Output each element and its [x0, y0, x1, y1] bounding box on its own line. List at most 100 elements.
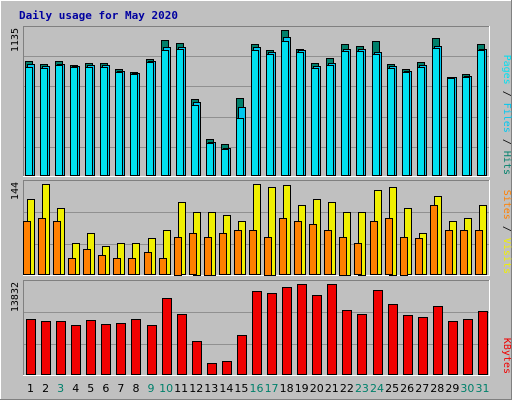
- hits-pages-bar: [236, 118, 244, 176]
- day-label: 4: [72, 382, 79, 395]
- visits-sites-bar: [219, 233, 227, 275]
- hits-pages-bar: [146, 62, 154, 176]
- kbytes-kbytes-bar: [222, 361, 232, 375]
- hits-pages-bar: [25, 67, 33, 176]
- kbytes-ymax-label: 13832: [10, 282, 21, 312]
- visits-sites-bar: [430, 205, 438, 275]
- day-label: 3: [57, 382, 64, 395]
- kbytes-kbytes-bar: [177, 314, 187, 375]
- hits-axis-label-part: /: [501, 133, 512, 151]
- hits-pages-bar: [402, 72, 410, 176]
- kbytes-axis-label: KBytes: [501, 338, 512, 374]
- visits-sites-bar: [159, 258, 167, 275]
- hits-axis-label: Pages / Files / Hits: [501, 55, 512, 175]
- hits-pages-bar: [70, 67, 78, 176]
- hits-pages-bar: [206, 143, 214, 176]
- visits-axis-label-part: Sites: [501, 190, 512, 220]
- visits-sites-bar: [354, 243, 362, 275]
- kbytes-kbytes-bar: [267, 293, 277, 375]
- kbytes-kbytes-bar: [131, 319, 141, 375]
- kbytes-kbytes-bar: [297, 284, 307, 375]
- visits-sites-bar: [68, 258, 76, 275]
- visits-sites-bar: [460, 230, 468, 275]
- visits-panel: 144 Sites / Visits: [10, 180, 512, 276]
- kbytes-kbytes-bar: [237, 335, 247, 375]
- day-label: 5: [87, 382, 94, 395]
- visits-sites-bar: [370, 221, 378, 275]
- day-label: 18: [280, 382, 294, 395]
- hits-pages-bar: [311, 68, 319, 176]
- kbytes-panel: 13832 KBytes: [10, 280, 512, 376]
- day-label: 20: [310, 382, 324, 395]
- kbytes-kbytes-bar: [312, 295, 322, 375]
- kbytes-axis-label-part: KBytes: [501, 338, 512, 374]
- hits-pages-bar: [341, 51, 349, 176]
- hits-pages-bar: [221, 149, 229, 176]
- kbytes-kbytes-bar: [147, 325, 157, 375]
- visits-sites-bar: [339, 237, 347, 276]
- kbytes-kbytes-bar: [448, 321, 458, 375]
- day-label: 22: [340, 382, 354, 395]
- hits-pages-bar: [55, 65, 63, 176]
- hits-pages-bar: [100, 67, 108, 176]
- hits-pages-bar: [372, 54, 380, 176]
- day-label: 10: [159, 382, 173, 395]
- hits-pages-bar: [266, 54, 274, 176]
- visits-sites-bar: [144, 252, 152, 275]
- kbytes-kbytes-bar: [357, 314, 367, 375]
- kbytes-kbytes-bar: [101, 324, 111, 375]
- day-label: 30: [460, 382, 474, 395]
- kbytes-kbytes-bar: [56, 321, 66, 375]
- day-label: 12: [189, 382, 203, 395]
- hits-pages-bar: [477, 50, 485, 176]
- day-label: 25: [385, 382, 399, 395]
- visits-sites-bar: [38, 218, 46, 275]
- hits-axis-label-part: Hits: [501, 151, 512, 175]
- hits-axis-label-part: /: [501, 85, 512, 103]
- visits-sites-bar: [264, 237, 272, 276]
- visits-sites-bar: [128, 258, 136, 275]
- hits-pages-bar: [326, 65, 334, 176]
- day-label: 16: [250, 382, 264, 395]
- visits-sites-bar: [475, 230, 483, 275]
- day-label: 27: [415, 382, 429, 395]
- day-label: 31: [475, 382, 489, 395]
- visits-sites-bar: [324, 230, 332, 275]
- kbytes-kbytes-bar: [403, 315, 413, 375]
- visits-ymax-label: 144: [10, 182, 21, 200]
- visits-sites-bar: [400, 237, 408, 276]
- day-label: 14: [219, 382, 233, 395]
- day-label: 17: [265, 382, 279, 395]
- hits-pages-bar: [417, 67, 425, 176]
- day-label: 9: [148, 382, 155, 395]
- day-label: 21: [325, 382, 339, 395]
- hits-pages-bar: [191, 105, 199, 176]
- day-label: 8: [132, 382, 139, 395]
- visits-sites-bar: [113, 258, 121, 275]
- visits-sites-bar: [279, 218, 287, 275]
- visits-sites-bar: [174, 237, 182, 276]
- day-label: 24: [370, 382, 384, 395]
- kbytes-kbytes-bar: [207, 363, 217, 375]
- hits-pages-bar: [387, 68, 395, 176]
- kbytes-kbytes-bar: [478, 311, 488, 375]
- visits-sites-bar: [83, 249, 91, 275]
- hits-panel: 1135 Pages / Files / Hits: [10, 26, 512, 177]
- kbytes-kbytes-bar: [116, 323, 126, 375]
- kbytes-kbytes-bar: [71, 325, 81, 375]
- hits-pages-bar: [85, 67, 93, 176]
- hits-pages-bar: [296, 52, 304, 176]
- day-label: 28: [430, 382, 444, 395]
- hits-pages-bar: [161, 50, 169, 176]
- hits-pages-bar: [432, 48, 440, 176]
- kbytes-kbytes-bar: [388, 304, 398, 375]
- visits-sites-bar: [294, 221, 302, 275]
- day-label: 2: [42, 382, 49, 395]
- kbytes-kbytes-bar: [342, 310, 352, 375]
- kbytes-kbytes-bar: [463, 319, 473, 375]
- hits-ymax-label: 1135: [10, 28, 21, 52]
- kbytes-kbytes-bar: [41, 321, 51, 375]
- day-label: 11: [174, 382, 188, 395]
